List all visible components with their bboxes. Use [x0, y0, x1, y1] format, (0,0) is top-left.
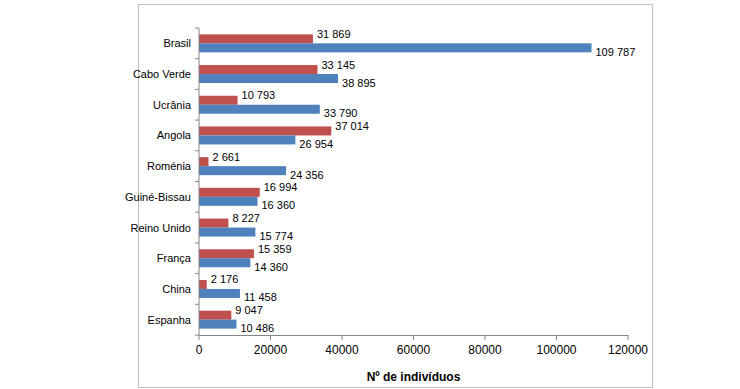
- category-tick: [195, 212, 199, 213]
- category-label: Ucrânia: [153, 99, 192, 111]
- data-label: 11 458: [244, 291, 277, 303]
- category-tick: [195, 120, 199, 121]
- bar: [199, 157, 209, 166]
- data-label: 33 790: [324, 107, 358, 119]
- x-tick: [270, 335, 271, 340]
- data-label: 16 360: [261, 199, 295, 211]
- bar: [199, 135, 295, 144]
- category-tick: [195, 89, 199, 90]
- bar: [199, 219, 228, 228]
- x-tick: [628, 335, 629, 340]
- bar: [199, 320, 236, 329]
- data-label: 10 486: [240, 322, 274, 334]
- category-tick: [195, 242, 199, 243]
- x-tick: [485, 335, 486, 340]
- x-tick: [342, 335, 343, 340]
- category-label: Cabo Verde: [133, 68, 191, 80]
- bar: [199, 126, 331, 135]
- category-label: Reino Unido: [130, 222, 191, 234]
- category-label: Angola: [157, 129, 192, 141]
- category-tick: [195, 304, 199, 305]
- x-tick-label: 0: [196, 343, 203, 357]
- bar: [199, 65, 317, 74]
- data-labels: 31 869 109 787 33 145 38 895 10 793 33 79037 …: [211, 28, 635, 334]
- x-tick: [556, 335, 557, 340]
- data-label: 33 145: [321, 59, 355, 71]
- data-label: 24 356: [290, 169, 324, 181]
- bar: [199, 105, 320, 114]
- category-label: Espanha: [148, 314, 192, 326]
- bars: [199, 34, 591, 328]
- x-tick-label: 80000: [468, 343, 502, 357]
- category-label: França: [157, 252, 192, 264]
- data-label: 38 895: [342, 77, 376, 89]
- x-tick-label: 20000: [254, 343, 288, 357]
- data-label: 37 014: [335, 120, 369, 132]
- data-label: 2 176: [211, 273, 239, 285]
- bar: [199, 197, 257, 206]
- bar: [199, 188, 260, 197]
- x-tick-label: 100000: [536, 343, 576, 357]
- data-label: 15 359: [258, 243, 292, 255]
- data-label: 26 954: [299, 138, 333, 150]
- x-tick-label: 40000: [325, 343, 359, 357]
- bar: [199, 258, 250, 267]
- bar: [199, 311, 231, 320]
- bar: [199, 289, 240, 298]
- x-tick-label: 120000: [608, 343, 648, 357]
- bar: [199, 34, 313, 43]
- data-label: 31 869: [317, 28, 351, 40]
- chart: 31 869 109 787 33 145 38 895 10 793 33 79037 …: [0, 0, 740, 389]
- data-label: 14 360: [254, 261, 288, 273]
- category-label: Roménia: [147, 160, 192, 172]
- data-label: 2 661: [213, 151, 241, 163]
- bar: [199, 96, 238, 105]
- category-tick: [195, 28, 199, 29]
- x-axis-label: Nº de indivíduos: [367, 370, 461, 384]
- bar: [199, 280, 207, 289]
- category-tick: [195, 273, 199, 274]
- data-label: 9 047: [235, 304, 263, 316]
- category-label: China: [162, 283, 192, 295]
- category-label: Guiné-Bissau: [125, 191, 191, 203]
- data-label: 16 994: [264, 181, 298, 193]
- category-tick: [195, 335, 199, 336]
- x-tick: [413, 335, 414, 340]
- bar: [199, 228, 255, 237]
- bar: [199, 166, 286, 175]
- x-tick: [199, 335, 200, 340]
- category-tick: [195, 150, 199, 151]
- data-label: 15 774: [259, 230, 293, 242]
- category-tick: [195, 181, 199, 182]
- category-label: Brasil: [163, 37, 191, 49]
- data-label: 8 227: [232, 212, 260, 224]
- data-label: 10 793: [242, 89, 276, 101]
- chart-frame: [139, 5, 653, 388]
- x-tick-label: 60000: [397, 343, 431, 357]
- bar: [199, 249, 254, 258]
- bar: [199, 43, 591, 52]
- category-tick: [195, 58, 199, 59]
- bar: [199, 74, 338, 83]
- data-label: 109 787: [595, 46, 635, 58]
